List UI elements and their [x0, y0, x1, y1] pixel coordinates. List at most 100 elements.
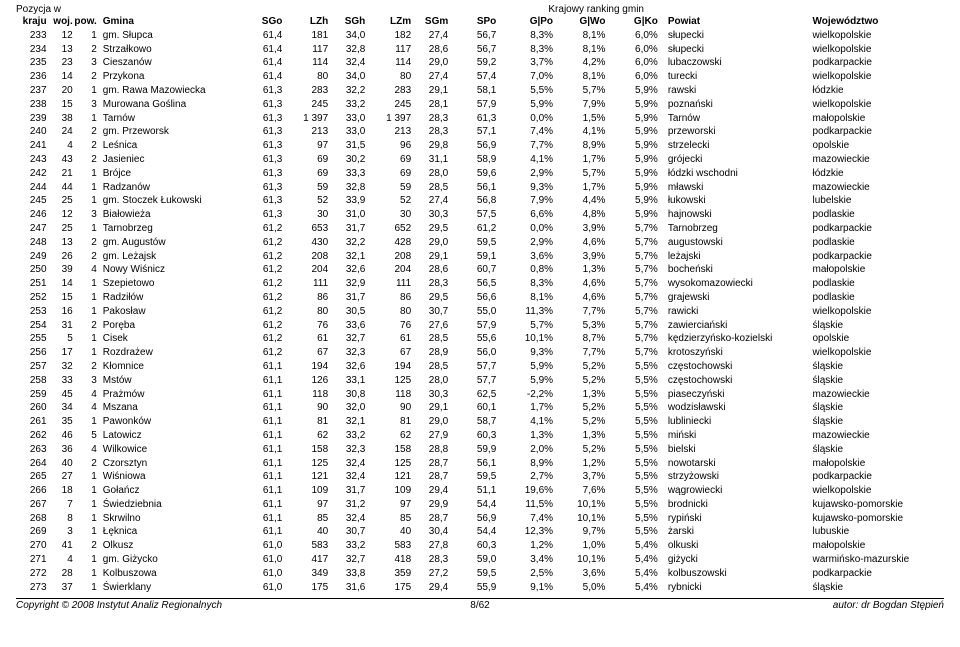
- cell-pow: 2: [73, 43, 97, 57]
- cell-powiat: wysokomazowiecki: [658, 277, 809, 291]
- table-row: 261351Pawonków61,18132,18129,058,74,1%5,…: [16, 415, 944, 429]
- cell-pow: 3: [73, 374, 97, 388]
- table-row: 233121gm. Słupca61,418134,018227,456,78,…: [16, 29, 944, 43]
- cell-gpo: 7,4%: [496, 512, 553, 526]
- cell-sgm: 29,5: [411, 291, 448, 305]
- cell-lzh: 80: [282, 70, 328, 84]
- cell-lzm: 182: [365, 29, 411, 43]
- cell-woje: wielkopolskie: [808, 98, 944, 112]
- cell-powiat: mławski: [658, 181, 809, 195]
- table-row: 24142Leśnica61,39731,59629,856,97,7%8,9%…: [16, 139, 944, 153]
- cell-kraju: 268: [16, 512, 47, 526]
- cell-sgh: 31,7: [328, 484, 365, 498]
- cell-lzh: 126: [282, 374, 328, 388]
- cell-lzm: 85: [365, 512, 411, 526]
- cell-gko: 6,0%: [605, 70, 657, 84]
- cell-sgo: 61,4: [243, 43, 282, 57]
- cell-gwo: 7,9%: [553, 98, 605, 112]
- cell-kraju: 270: [16, 539, 47, 553]
- cell-woje: łódzkie: [808, 167, 944, 181]
- cell-gko: 6,0%: [605, 43, 657, 57]
- cell-gpo: 5,9%: [496, 98, 553, 112]
- cell-kraju: 264: [16, 457, 47, 471]
- cell-sgh: 33,3: [328, 167, 365, 181]
- cell-spo: 61,3: [448, 112, 496, 126]
- cell-spo: 56,9: [448, 139, 496, 153]
- cell-gko: 5,7%: [605, 277, 657, 291]
- cell-gwo: 7,7%: [553, 305, 605, 319]
- cell-sgo: 61,3: [243, 208, 282, 222]
- cell-sgm: 27,4: [411, 194, 448, 208]
- cell-kraju: 261: [16, 415, 47, 429]
- cell-sgo: 61,2: [243, 319, 282, 333]
- cell-gmina: Czorsztyn: [97, 457, 243, 471]
- cell-gwo: 8,1%: [553, 70, 605, 84]
- cell-gmina: Jasieniec: [97, 153, 243, 167]
- cell-sgh: 32,9: [328, 277, 365, 291]
- cell-sgh: 32,7: [328, 553, 365, 567]
- table-row: 270412Olkusz61,058333,258327,860,31,2%1,…: [16, 539, 944, 553]
- cell-kraju: 263: [16, 443, 47, 457]
- cell-powiat: bocheński: [658, 263, 809, 277]
- cell-lzh: 40: [282, 525, 328, 539]
- cell-sgm: 28,3: [411, 553, 448, 567]
- cell-gwo: 8,7%: [553, 332, 605, 346]
- cell-gpo: 5,9%: [496, 360, 553, 374]
- cell-gpo: 10,1%: [496, 332, 553, 346]
- table-row: 250394Nowy Wiśnicz61,220432,620428,660,7…: [16, 263, 944, 277]
- cell-pow: 3: [73, 56, 97, 70]
- cell-lzm: 583: [365, 539, 411, 553]
- cell-gwo: 5,0%: [553, 581, 605, 595]
- cell-woj: 7: [47, 498, 73, 512]
- cell-sgm: 28,0: [411, 374, 448, 388]
- cell-woj: 41: [47, 539, 73, 553]
- cell-lzh: 121: [282, 470, 328, 484]
- cell-gko: 5,7%: [605, 263, 657, 277]
- cell-gwo: 1,0%: [553, 539, 605, 553]
- cell-lzm: 213: [365, 125, 411, 139]
- cell-kraju: 255: [16, 332, 47, 346]
- cell-lzh: 283: [282, 84, 328, 98]
- cell-sgo: 61,4: [243, 29, 282, 43]
- cell-gwo: 10,1%: [553, 498, 605, 512]
- cell-kraju: 239: [16, 112, 47, 126]
- cell-gmina: Mszana: [97, 401, 243, 415]
- cell-sgo: 61,0: [243, 567, 282, 581]
- cell-sgm: 27,4: [411, 70, 448, 84]
- cell-lzm: 61: [365, 332, 411, 346]
- cell-powiat: nowotarski: [658, 457, 809, 471]
- cell-pow: 2: [73, 360, 97, 374]
- cell-powiat: strzelecki: [658, 139, 809, 153]
- cell-gwo: 3,6%: [553, 567, 605, 581]
- table-row: 243432Jasieniec61,36930,26931,158,94,1%1…: [16, 153, 944, 167]
- col-kraju: kraju: [16, 15, 47, 29]
- cell-sgo: 61,2: [243, 250, 282, 264]
- cell-sgh: 30,8: [328, 388, 365, 402]
- cell-gmina: Mstów: [97, 374, 243, 388]
- cell-lzh: 80: [282, 305, 328, 319]
- cell-gmina: Tarnobrzeg: [97, 222, 243, 236]
- table-row: 246123Białowieża61,33031,03030,357,56,6%…: [16, 208, 944, 222]
- cell-gpo: 5,7%: [496, 319, 553, 333]
- cell-woje: lubuskie: [808, 525, 944, 539]
- cell-kraju: 266: [16, 484, 47, 498]
- cell-pow: 4: [73, 443, 97, 457]
- cell-gwo: 5,2%: [553, 401, 605, 415]
- cell-sgh: 30,7: [328, 525, 365, 539]
- cell-sgh: 32,6: [328, 360, 365, 374]
- cell-sgo: 61,2: [243, 305, 282, 319]
- table-row: 245251gm. Stoczek Łukowski61,35233,95227…: [16, 194, 944, 208]
- cell-woje: mazowieckie: [808, 181, 944, 195]
- cell-sgh: 32,3: [328, 346, 365, 360]
- cell-woje: wielkopolskie: [808, 484, 944, 498]
- cell-lzm: 90: [365, 401, 411, 415]
- cell-lzm: 86: [365, 291, 411, 305]
- table-row: 258333Mstów61,112633,112528,057,75,9%5,2…: [16, 374, 944, 388]
- cell-powiat: poznański: [658, 98, 809, 112]
- ranking-table: kraju woj. pow. Gmina SGo LZh SGh LZm SG…: [16, 15, 944, 594]
- cell-gmina: gm. Giżycko: [97, 553, 243, 567]
- cell-lzh: 118: [282, 388, 328, 402]
- cell-woje: opolskie: [808, 139, 944, 153]
- cell-woj: 28: [47, 567, 73, 581]
- table-row: 236142Przykona61,48034,08027,457,47,0%8,…: [16, 70, 944, 84]
